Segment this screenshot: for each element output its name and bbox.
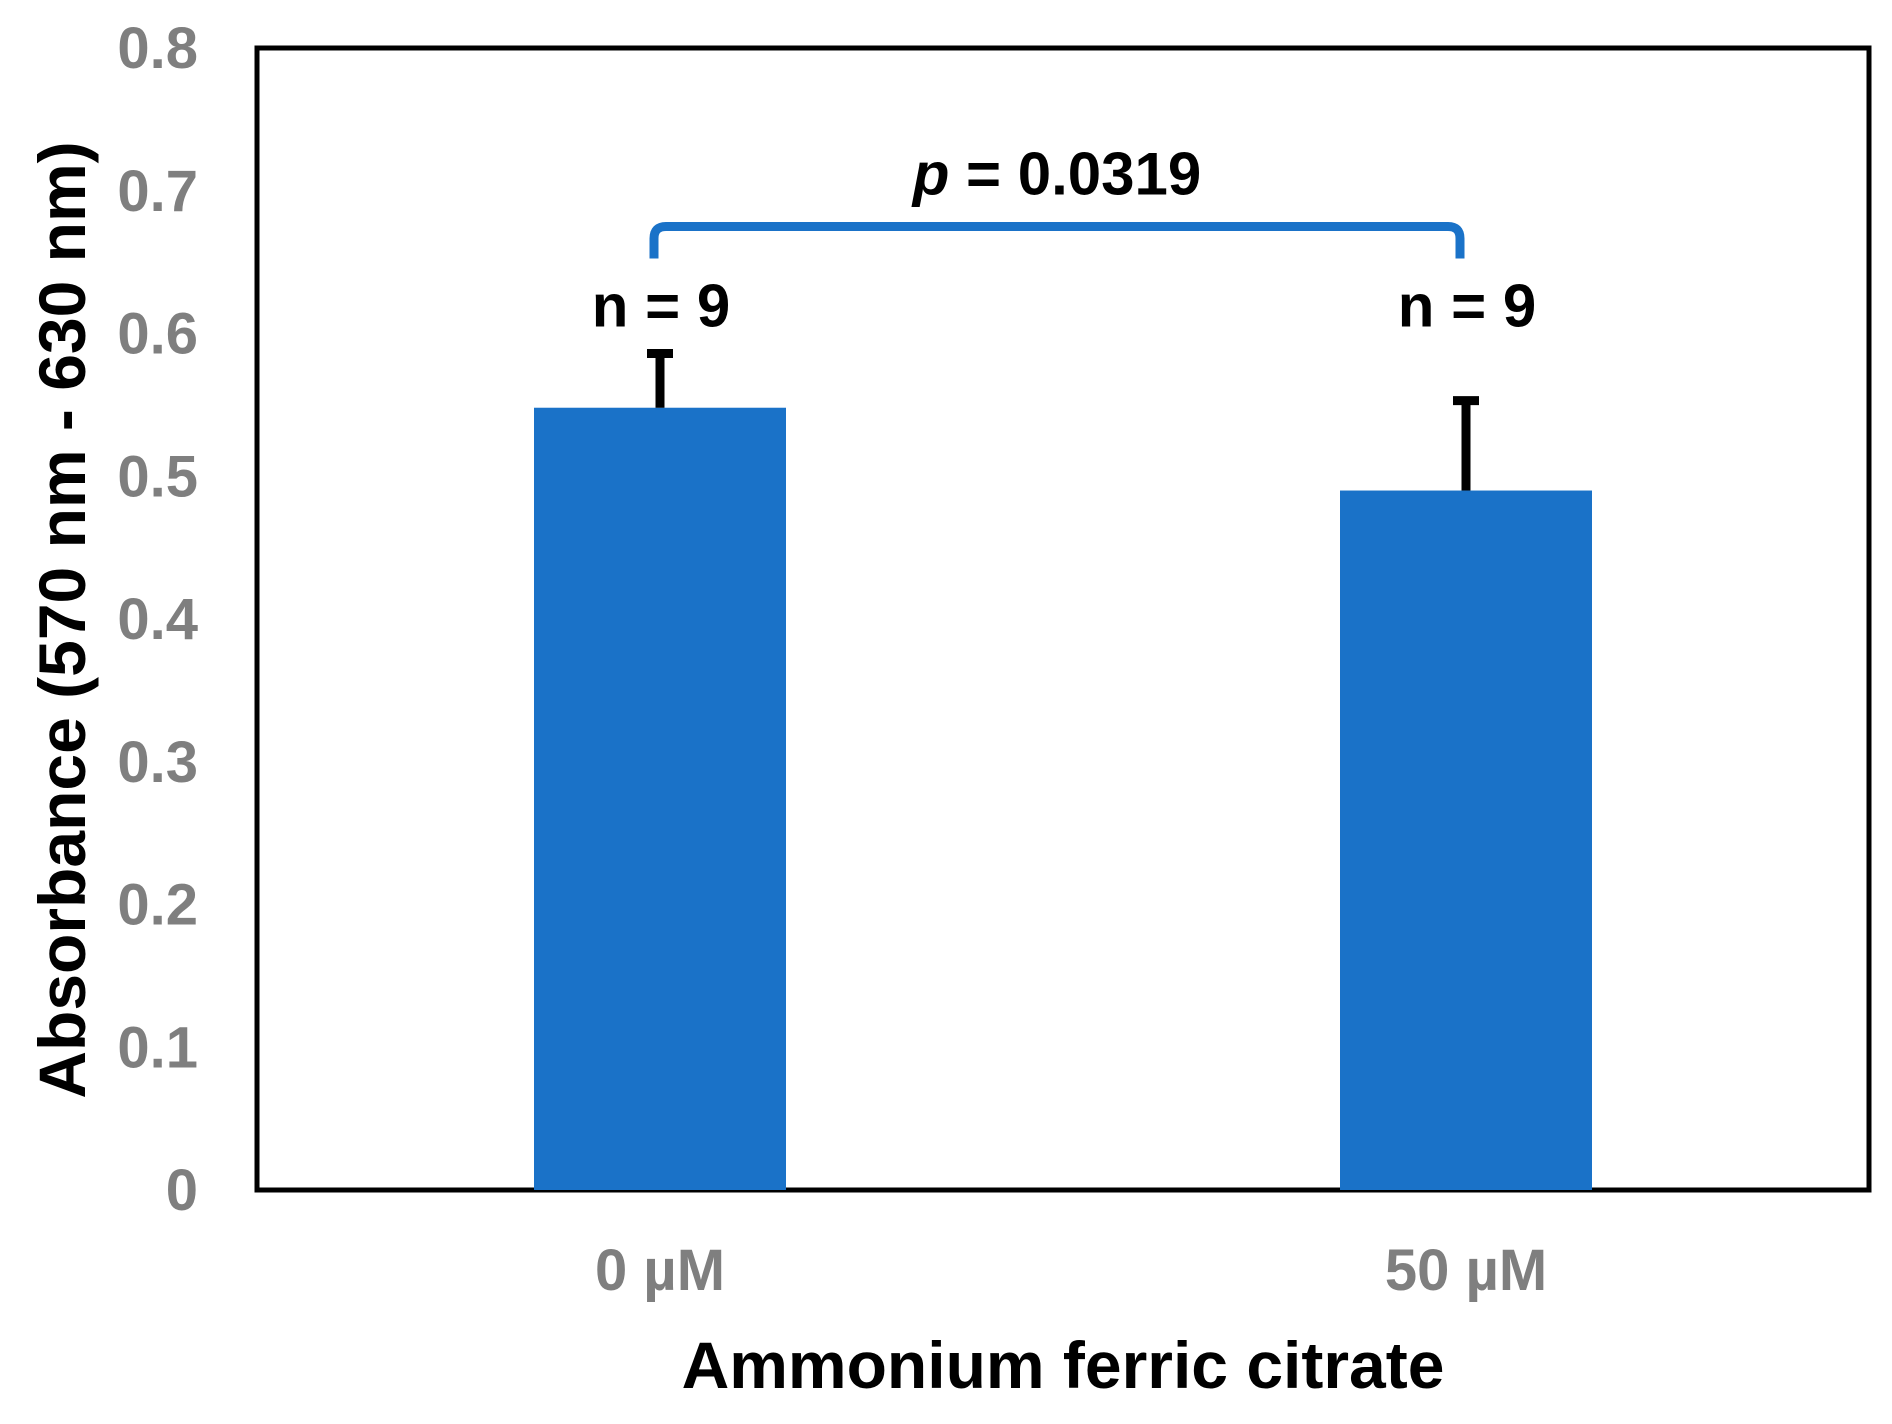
bars <box>534 407 1592 1191</box>
y-tick-label: 0.6 <box>117 302 198 367</box>
n-label: n = 9 <box>592 272 730 339</box>
y-tick-label: 0.4 <box>117 587 198 652</box>
bar <box>534 407 786 1191</box>
y-axis-title: Absorbance (570 nm - 630 nm) <box>25 141 99 1098</box>
plot-frame <box>254 45 1872 1193</box>
p-symbol: p <box>911 140 950 207</box>
n-label: n = 9 <box>1398 272 1536 339</box>
y-tick-label: 0.8 <box>117 16 198 81</box>
p-value-label: p = 0.0319 <box>911 140 1202 207</box>
error-bars <box>647 348 1479 491</box>
x-tick-label: 0 µM <box>595 1238 725 1303</box>
y-tick-label: 0.3 <box>117 730 198 795</box>
y-tick-label: 0.7 <box>117 159 198 224</box>
p-value-text: = 0.0319 <box>949 140 1201 207</box>
significance-bracket: p = 0.0319 <box>649 140 1465 259</box>
y-axis-ticks: 0 0.1 0.2 0.3 0.4 0.5 0.6 0.7 0.8 <box>117 16 198 1223</box>
x-tick-label: 50 µM <box>1385 1238 1547 1303</box>
x-axis-ticks: 0 µM 50 µM <box>595 1238 1547 1303</box>
y-tick-label: 0.2 <box>117 873 198 938</box>
y-tick-label: 0 <box>166 1158 198 1223</box>
y-tick-label: 0.5 <box>117 444 198 509</box>
y-tick-label: 0.1 <box>117 1015 198 1080</box>
bracket-line <box>649 221 1465 259</box>
x-axis-title: Ammonium ferric citrate <box>682 1328 1445 1402</box>
bar <box>1340 490 1592 1190</box>
